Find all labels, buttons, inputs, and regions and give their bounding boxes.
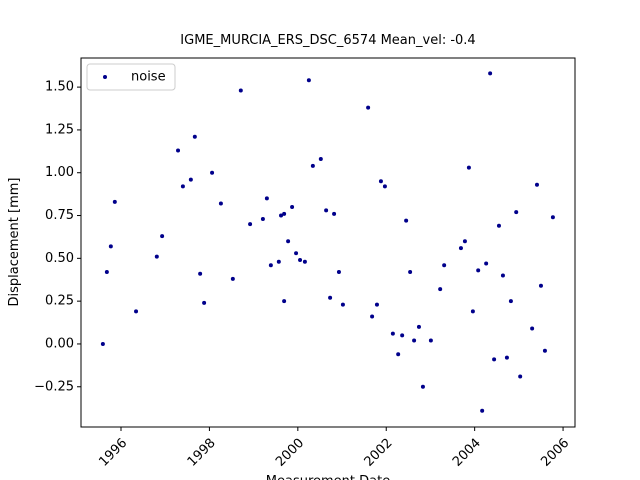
- point: [476, 268, 481, 273]
- point: [390, 331, 395, 336]
- point: [480, 408, 485, 413]
- point: [154, 254, 159, 259]
- plot-frame: [80, 57, 576, 428]
- point: [428, 338, 433, 343]
- point: [504, 355, 509, 360]
- point: [396, 352, 401, 357]
- point: [470, 309, 475, 314]
- point: [276, 259, 281, 264]
- point: [442, 263, 447, 268]
- point: [550, 215, 555, 220]
- y-tick-label: 1.50: [45, 80, 74, 95]
- point: [218, 201, 223, 206]
- point: [458, 246, 463, 251]
- y-tick-label: 1.25: [45, 122, 74, 137]
- x-tick-label: 2004: [450, 436, 484, 470]
- x-tick-label: 2000: [273, 436, 307, 470]
- point: [420, 384, 425, 389]
- y-axis-label: Displacement [mm]: [7, 178, 22, 307]
- point: [336, 270, 341, 275]
- point: [328, 295, 333, 300]
- y-tick-label: −0.25: [34, 379, 74, 394]
- point: [542, 348, 547, 353]
- point: [176, 148, 181, 153]
- point: [192, 134, 197, 139]
- point: [534, 182, 539, 187]
- point: [500, 273, 505, 278]
- point: [104, 270, 109, 275]
- x-tick-label: 1998: [185, 436, 219, 470]
- point: [412, 338, 417, 343]
- point: [404, 218, 409, 223]
- point: [416, 324, 421, 329]
- point: [264, 196, 269, 201]
- point: [530, 326, 535, 331]
- point: [286, 239, 291, 244]
- point: [202, 300, 207, 305]
- y-tick-label: 0.50: [45, 251, 74, 266]
- point: [374, 302, 379, 307]
- point: [294, 251, 299, 256]
- point: [438, 287, 443, 292]
- point: [378, 179, 383, 184]
- point: [290, 204, 295, 209]
- point: [248, 222, 253, 227]
- x-tick-label: 2002: [362, 436, 396, 470]
- point: [324, 208, 329, 213]
- x-axis-label: Measurement Date: [266, 474, 390, 480]
- point: [100, 341, 105, 346]
- point: [230, 276, 235, 281]
- point: [492, 357, 497, 362]
- point: [340, 302, 345, 307]
- point: [279, 213, 284, 218]
- point: [488, 71, 493, 76]
- point: [310, 163, 315, 168]
- legend-marker: [103, 75, 107, 79]
- point: [538, 283, 543, 288]
- legend-label: noise: [131, 70, 166, 85]
- point: [370, 314, 375, 319]
- y-tick-label: 0.25: [45, 294, 74, 309]
- point: [400, 333, 405, 338]
- point: [302, 259, 307, 264]
- point: [408, 270, 413, 275]
- point: [466, 165, 471, 170]
- chart-title: IGME_MURCIA_ERS_DSC_6574 Mean_vel: -0.4: [180, 33, 475, 48]
- point: [198, 271, 203, 276]
- point: [134, 309, 139, 314]
- y-tick-label: 0.00: [45, 336, 74, 351]
- point: [268, 263, 273, 268]
- point: [508, 299, 513, 304]
- point: [318, 157, 323, 162]
- y-tick-label: 0.75: [45, 208, 74, 223]
- point: [282, 299, 287, 304]
- point: [332, 211, 337, 216]
- point: [210, 170, 215, 175]
- point: [188, 177, 193, 182]
- point: [484, 261, 489, 266]
- point: [496, 223, 501, 228]
- point: [238, 88, 243, 93]
- point: [112, 199, 117, 204]
- point: [514, 210, 519, 215]
- x-tick-label: 1996: [96, 436, 130, 470]
- point: [260, 216, 265, 221]
- point: [518, 374, 523, 379]
- y-tick-label: 1.00: [45, 165, 74, 180]
- point: [366, 105, 371, 110]
- point: [108, 244, 113, 249]
- point: [160, 234, 165, 239]
- point: [306, 78, 311, 83]
- point: [298, 258, 303, 263]
- point: [462, 239, 467, 244]
- legend-box: [86, 63, 176, 91]
- point: [282, 211, 287, 216]
- point: [180, 184, 185, 189]
- x-tick-label: 2006: [538, 436, 572, 470]
- point: [382, 184, 387, 189]
